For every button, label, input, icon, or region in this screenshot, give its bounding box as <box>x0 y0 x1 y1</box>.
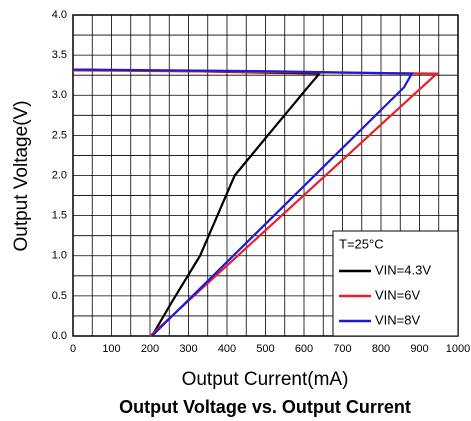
legend-box <box>332 230 459 337</box>
x-tick-label: 700 <box>333 343 351 355</box>
chart-title: Output Voltage vs. Output Current <box>119 397 411 417</box>
series-line <box>72 68 414 337</box>
plot-frame <box>72 14 459 337</box>
x-tick-label: 0 <box>70 343 76 355</box>
x-tick-label: 600 <box>295 343 313 355</box>
y-tick-label: 0.5 <box>52 290 67 302</box>
x-tick-label: 400 <box>218 343 236 355</box>
x-axis-label: Output Current(mA) <box>182 369 349 390</box>
x-tick-label: 800 <box>372 343 390 355</box>
x-tick-label: 100 <box>102 343 120 355</box>
y-tick-label: 1.5 <box>52 210 67 222</box>
x-tick-label: 300 <box>179 343 197 355</box>
y-tick-label: 3.0 <box>52 89 67 101</box>
x-tick-label: 500 <box>256 343 274 355</box>
x-tick-label: 900 <box>410 343 428 355</box>
legend-label: VIN=6V <box>375 287 420 302</box>
y-tick-label: 0.0 <box>52 330 67 342</box>
x-tick-label: 1000 <box>446 343 470 355</box>
legend-label: VIN=8V <box>375 312 420 327</box>
legend-title: T=25°C <box>339 236 384 251</box>
legend-label: VIN=4.3V <box>375 262 431 277</box>
x-tick-label: 200 <box>141 343 159 355</box>
y-tick-label: 3.5 <box>52 49 67 61</box>
y-tick-label: 1.0 <box>52 250 67 262</box>
y-tick-label: 4.0 <box>52 9 67 21</box>
y-tick-label: 2.5 <box>52 129 67 141</box>
y-tick-label: 2.0 <box>52 169 67 181</box>
y-axis-label: Output Voltage(V) <box>11 100 32 251</box>
